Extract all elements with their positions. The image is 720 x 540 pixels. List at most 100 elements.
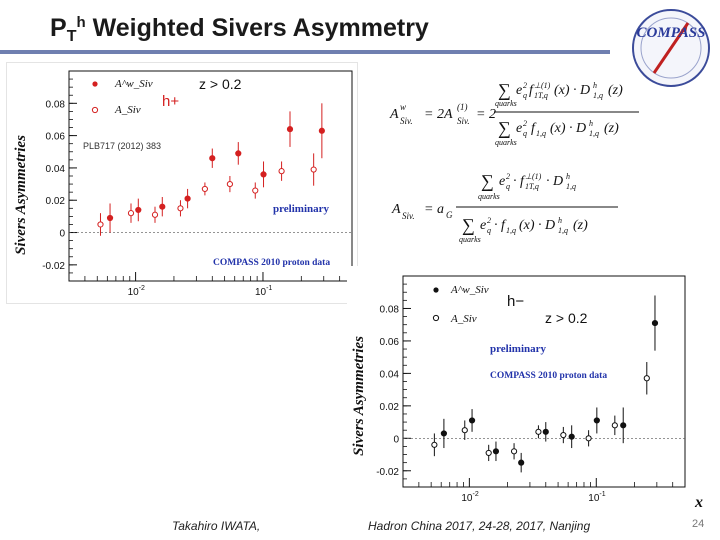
legend-marker-open xyxy=(91,106,99,114)
svg-text:(x) · D: (x) · D xyxy=(554,83,590,98)
chart-hplus-svg: Sivers Asymmetries A^w_Siv A_Siv z > 0.2… xyxy=(13,70,353,298)
slide-title: PTh Weighted Sivers Asymmetry xyxy=(50,14,429,45)
svg-text:1,q: 1,q xyxy=(589,129,599,138)
data-point xyxy=(485,449,492,457)
plot-area: -0.02 0 0.02 0.04 0.06 0.08 10-2 10-1 xyxy=(376,275,686,504)
cut-label: z > 0.2 xyxy=(545,310,588,326)
y-tick-label: 0.04 xyxy=(46,164,66,175)
svg-text:⊥(1): ⊥(1) xyxy=(525,172,542,181)
svg-text:= 2: = 2 xyxy=(476,107,496,122)
legend-marker-open xyxy=(432,314,440,322)
data-point xyxy=(510,448,518,455)
chart-hplus: Sivers Asymmetries A^w_Siv A_Siv z > 0.2… xyxy=(6,62,358,304)
svg-text:f: f xyxy=(529,83,535,98)
svg-text:(z): (z) xyxy=(604,121,619,136)
svg-text:Siv.: Siv. xyxy=(400,116,413,126)
svg-text:e: e xyxy=(516,121,522,136)
svg-text:(1): (1) xyxy=(457,102,468,112)
data-point xyxy=(492,448,500,455)
plot-frame xyxy=(68,70,353,282)
legend-label-unweighted: A_Siv xyxy=(114,104,141,116)
y-axis-label: Sivers Asymmetries xyxy=(13,135,29,255)
data-point xyxy=(643,375,650,382)
svg-text:q: q xyxy=(487,226,491,235)
data-point xyxy=(159,203,166,210)
y-tick-label: -0.02 xyxy=(42,261,65,272)
data-point xyxy=(177,205,184,212)
x-tick-label: 10-1 xyxy=(255,285,272,298)
svg-text:∑: ∑ xyxy=(498,80,511,100)
svg-text:quarks: quarks xyxy=(478,192,500,201)
hadron-label: h− xyxy=(507,293,524,310)
data-point xyxy=(286,126,294,133)
data-source-label: COMPASS 2010 proton data xyxy=(213,258,330,268)
y-tick-label: -0.02 xyxy=(376,467,399,478)
svg-text:G: G xyxy=(446,210,453,220)
data-point xyxy=(226,180,234,188)
svg-text:(z): (z) xyxy=(573,218,588,233)
legend-marker-filled xyxy=(92,81,98,87)
compass-logo: COMPASS xyxy=(626,3,717,89)
svg-text:quarks: quarks xyxy=(495,138,517,147)
data-point xyxy=(318,127,325,134)
y-tick-label: 0.02 xyxy=(380,402,400,413)
y-tick-label: 0.06 xyxy=(46,132,66,143)
y-axis-label: Sivers Asymmetries xyxy=(351,336,367,456)
svg-text:·: · xyxy=(494,218,498,233)
data-point xyxy=(209,155,216,162)
data-point xyxy=(535,428,542,435)
data-point xyxy=(278,168,285,175)
svg-text:q: q xyxy=(523,129,527,138)
svg-text:h: h xyxy=(566,172,570,181)
y-tick-label: 0.08 xyxy=(46,99,66,110)
svg-text:f: f xyxy=(520,174,526,189)
preliminary-label: preliminary xyxy=(490,343,547,355)
data-point xyxy=(431,441,438,448)
svg-text:h: h xyxy=(558,216,562,225)
svg-text:1T,q: 1T,q xyxy=(525,182,539,191)
svg-text:(x) · D: (x) · D xyxy=(519,218,555,233)
svg-text:∑: ∑ xyxy=(462,215,475,235)
y-tick-label: 0 xyxy=(393,434,399,445)
data-point xyxy=(235,150,242,157)
svg-text:1,q: 1,q xyxy=(558,226,568,235)
chart-hminus-svg: Sivers Asymmetries A^w_Siv A_Siv h− z > … xyxy=(351,275,686,504)
data-point xyxy=(468,417,476,424)
formula-lhs: A xyxy=(389,107,399,122)
svg-text:∑: ∑ xyxy=(481,171,494,191)
footer-author: Takahiro IWATA, xyxy=(172,519,261,533)
x-tick-label: 10-2 xyxy=(461,491,478,504)
formula2-lhs: A xyxy=(391,202,401,217)
plot-frame xyxy=(402,275,686,488)
svg-text:e: e xyxy=(480,218,486,233)
data-point xyxy=(127,210,135,217)
svg-text:quarks: quarks xyxy=(459,235,481,244)
hadron-label: h+ xyxy=(162,93,179,110)
svg-text:2: 2 xyxy=(506,172,510,181)
svg-text:2: 2 xyxy=(523,119,527,128)
svg-text:Siv.: Siv. xyxy=(402,211,415,221)
data-point xyxy=(585,435,592,442)
svg-text:(x) · D: (x) · D xyxy=(550,121,586,136)
data-point xyxy=(310,166,317,173)
svg-text:COMPASS: COMPASS xyxy=(637,25,706,41)
data-point xyxy=(260,171,267,178)
data-source-label: COMPASS 2010 proton data xyxy=(490,371,607,381)
cut-label: z > 0.2 xyxy=(199,76,242,92)
svg-text:h: h xyxy=(593,81,597,90)
data-point xyxy=(542,428,549,435)
svg-text:f: f xyxy=(501,218,507,233)
svg-text:1,q: 1,q xyxy=(566,182,576,191)
svg-text:f: f xyxy=(531,121,537,136)
data-point xyxy=(184,195,191,202)
svg-text:= a: = a xyxy=(424,202,444,217)
svg-text:· D: · D xyxy=(546,174,563,189)
data-point xyxy=(106,214,114,222)
y-tick-label: 0.02 xyxy=(46,196,66,207)
legend-label-weighted: A^w_Siv xyxy=(450,284,489,296)
svg-text:q: q xyxy=(523,91,527,100)
data-point xyxy=(135,206,142,214)
svg-text:Siv.: Siv. xyxy=(457,116,470,126)
x-tick-label: 10-2 xyxy=(128,285,145,298)
